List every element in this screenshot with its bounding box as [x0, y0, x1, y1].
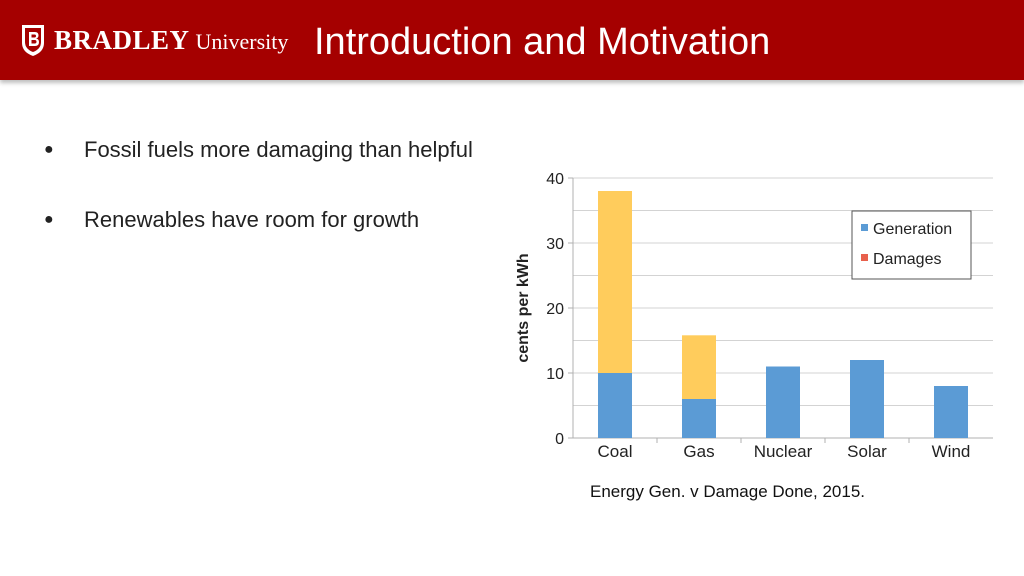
y-tick-label: 20: [546, 301, 564, 318]
logo-bradley: BRADLEY: [54, 24, 190, 55]
bar-generation-solar: [850, 360, 884, 438]
bar-damages-coal: [598, 191, 632, 373]
y-tick-label: 40: [546, 171, 564, 188]
university-logo: BRADLEY University: [20, 20, 288, 60]
y-tick-label: 0: [555, 431, 564, 448]
x-tick-label: Coal: [598, 442, 633, 461]
logo-text: BRADLEY University: [54, 25, 288, 56]
x-tick-label: Gas: [683, 442, 714, 461]
logo-university: University: [195, 28, 289, 54]
bar-generation-nuclear: [766, 366, 800, 438]
bullet-item: ● Fossil fuels more damaging than helpfu…: [44, 132, 494, 167]
legend-label: Damages: [873, 251, 941, 268]
bar-generation-gas: [682, 399, 716, 438]
bar-generation-wind: [934, 386, 968, 438]
chart-legend: [851, 210, 972, 280]
x-tick-label: Solar: [847, 442, 887, 461]
bullet-dot: ●: [44, 141, 54, 158]
x-tick-label: Wind: [932, 442, 971, 461]
legend-swatch: [861, 224, 868, 231]
chart-caption: Energy Gen. v Damage Done, 2015.: [590, 482, 865, 501]
y-tick-label: 30: [546, 236, 564, 253]
energy-cost-chart: 0 10 20 30 40 cents per kWh Coal Gas Nuclear Sola…: [515, 171, 993, 461]
bar-generation-coal: [598, 373, 632, 438]
y-axis-label: cents per kWh: [515, 253, 532, 362]
bullet-dot: ●: [44, 211, 54, 228]
bullet-text: Renewables have room for growth: [84, 207, 420, 232]
legend-swatch: [861, 254, 868, 261]
legend-label: Generation: [873, 221, 952, 238]
x-tick-label: Nuclear: [754, 442, 813, 461]
bullet-list: ● Fossil fuels more damaging than helpfu…: [44, 132, 494, 272]
bar-damages-gas: [682, 335, 716, 399]
bullet-item: ● Renewables have room for growth: [44, 202, 494, 237]
bullet-text: Fossil fuels more damaging than helpful: [84, 137, 473, 162]
shield-icon: [22, 25, 44, 56]
slide-title: Introduction and Motivation: [314, 21, 771, 63]
y-tick-label: 10: [546, 366, 564, 383]
slide-header: BRADLEY University Introduction and Motiv…: [0, 0, 1024, 80]
